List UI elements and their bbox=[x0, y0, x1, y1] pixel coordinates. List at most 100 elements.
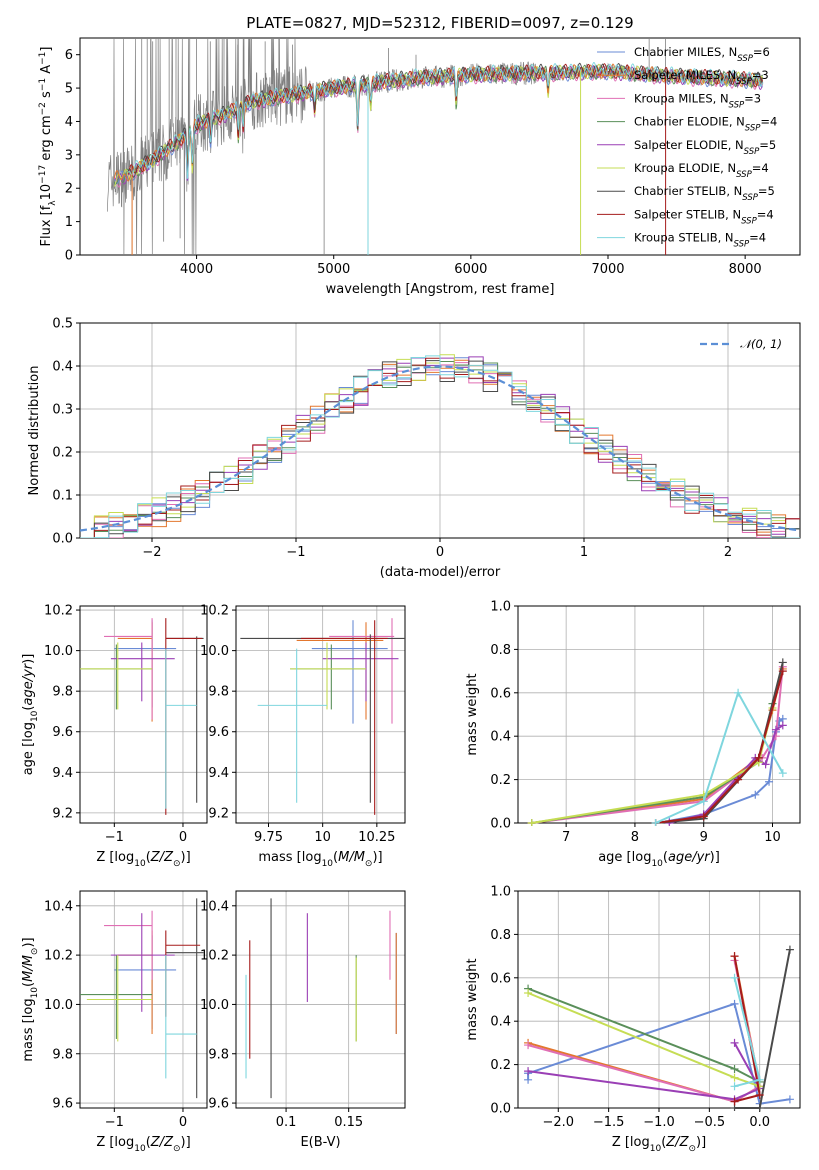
axes-frame bbox=[235, 605, 406, 824]
data-point bbox=[761, 760, 770, 769]
spectrum-legend: Chabrier MILES, NSSP=6 Salpeter MILES, NS… bbox=[597, 45, 777, 250]
y-tick-label: 10.4 bbox=[44, 899, 73, 914]
gaussian-curve bbox=[80, 365, 800, 532]
errorbar-salpeter-miles bbox=[117, 622, 153, 722]
data-point bbox=[524, 988, 533, 997]
y-tick-label: 0.4 bbox=[490, 730, 511, 745]
weight_vs_age-plot-area bbox=[527, 658, 787, 826]
mass_vs_ebv-plot-area bbox=[245, 898, 397, 1099]
legend-entry: Kroupa MILES, NSSP=3 bbox=[634, 91, 761, 110]
legend-entry: Kroupa ELODIE, NSSP=4 bbox=[634, 161, 769, 180]
age_vs_Z-plot-area bbox=[80, 618, 204, 815]
errorbar-kroupa-elodie bbox=[86, 955, 153, 1042]
y-tick-label: 0.8 bbox=[490, 928, 511, 943]
y-tick-label: 9.6 bbox=[52, 1097, 73, 1112]
data-point bbox=[730, 1064, 739, 1073]
y-tick-label: 9.8 bbox=[208, 1047, 229, 1062]
errorbar-kroupa-elodie bbox=[290, 642, 366, 710]
x-tick-label: 10 bbox=[764, 830, 781, 845]
figure-title: PLATE=0827, MJD=52312, FIBERID=0097, z=0… bbox=[246, 14, 633, 32]
errorbar-salpeter-stelib bbox=[301, 620, 388, 815]
data-point bbox=[755, 1075, 764, 1084]
x-tick-label: 0.0 bbox=[749, 1115, 770, 1130]
y-tick-label: 9.6 bbox=[208, 1097, 229, 1112]
x-tick-label: 1 bbox=[580, 545, 588, 560]
legend-gaussian: 𝒩(0, 1) bbox=[740, 337, 782, 351]
x-tick-label: 10 bbox=[314, 830, 331, 845]
x-tick-label: −2 bbox=[142, 545, 161, 560]
spectrum-axes: 4000 5000 6000 7000 8000 0 1 2 3 4 5 6 bbox=[65, 37, 801, 277]
legend-entry: Chabrier MILES, NSSP=6 bbox=[634, 45, 770, 64]
data-point bbox=[651, 819, 660, 826]
data-point bbox=[730, 1073, 739, 1082]
x-tick-label: −1.5 bbox=[593, 1115, 625, 1130]
data-point bbox=[730, 1038, 739, 1047]
x-tick-label: 5000 bbox=[317, 262, 350, 277]
x-tick-label: 0 bbox=[436, 545, 444, 560]
errorbar-kroupa-miles bbox=[104, 910, 153, 980]
errorbar-kroupa-miles bbox=[329, 618, 395, 724]
errorbar-chabrier-stelib bbox=[165, 636, 204, 803]
weight_vs_Z-plot-area bbox=[524, 945, 794, 1111]
y-tick-label: 9.8 bbox=[208, 685, 229, 700]
errorbar-salpeter-elodie bbox=[110, 642, 175, 702]
y-tick-label: 0.4 bbox=[52, 360, 73, 375]
y-tick-label: 0.5 bbox=[52, 317, 73, 332]
legend-entry: Salpeter ELODIE, NSSP=5 bbox=[634, 138, 776, 157]
axes-frame bbox=[517, 605, 801, 824]
y-tick-label: 9.8 bbox=[52, 685, 73, 700]
mass_vs_ebv-xlabel: E(B-V) bbox=[300, 1135, 340, 1150]
data-point bbox=[778, 769, 787, 778]
mass_vs_Z-ylabel: mass [log10(M/M⊙)] bbox=[21, 937, 40, 1061]
y-tick-label: 9.4 bbox=[52, 766, 73, 781]
spectrum-ylabel: Flux [fλ10−17 erg cm−2 s−1 A−1] bbox=[38, 47, 58, 247]
y-tick-label: 0.0 bbox=[490, 817, 511, 832]
x-tick-label: 0.15 bbox=[334, 1115, 363, 1130]
y-tick-label: 9.2 bbox=[208, 806, 229, 821]
y-tick-label: 0.6 bbox=[490, 971, 511, 986]
series-kroupa-miles bbox=[524, 956, 764, 1106]
errorbar-kroupa-elodie bbox=[80, 642, 153, 710]
data-point bbox=[699, 812, 708, 821]
y-tick-label: 3 bbox=[65, 148, 73, 163]
errorbar-chabrier-stelib bbox=[165, 898, 204, 1099]
age_vs_mass-axes: 9.75 10 10.25 9.2 9.4 9.6 9.8 10.0 10.2 bbox=[200, 604, 406, 845]
y-tick-label: 1.0 bbox=[490, 600, 511, 615]
mass_vs_ebv-axes: 0.1 0.15 9.6 9.8 10.0 10.2 10.4 bbox=[200, 890, 406, 1130]
residuals-axes: −2 −1 0 1 2 0.0 0.1 0.2 0.3 0.4 0.5 bbox=[52, 317, 801, 560]
x-tick-label: −1 bbox=[286, 545, 305, 560]
x-tick-label: 0 bbox=[179, 830, 187, 845]
y-tick-label: 4 bbox=[65, 115, 73, 130]
series-kroupa-elodie bbox=[524, 988, 764, 1091]
data-point bbox=[524, 1041, 533, 1050]
data-point bbox=[778, 658, 787, 667]
x-tick-label: 0 bbox=[179, 1115, 187, 1130]
data-point bbox=[751, 790, 760, 799]
age_vs_Z-ylabel: age [log10(age/yr)] bbox=[21, 654, 40, 776]
age_vs_Z-xlabel: Z [log10(Z/Z⊙)] bbox=[96, 850, 190, 869]
x-tick-label: 0.1 bbox=[276, 1115, 297, 1130]
data-point bbox=[730, 952, 739, 961]
errorbar-kroupa-stelib bbox=[165, 648, 197, 809]
errorbar-kroupa-stelib bbox=[165, 955, 197, 1079]
y-tick-label: 0.3 bbox=[52, 403, 73, 418]
y-tick-label: 10.0 bbox=[44, 998, 73, 1013]
series-salpeter-stelib bbox=[730, 952, 764, 1106]
errorbar-chabrier-elodie bbox=[290, 644, 366, 710]
data-point bbox=[734, 775, 743, 784]
data-point bbox=[730, 1082, 739, 1091]
y-tick-label: 10.2 bbox=[44, 949, 73, 964]
y-tick-label: 0.8 bbox=[490, 643, 511, 658]
x-tick-label: 6000 bbox=[454, 262, 487, 277]
residuals-ylabel: Normed distribution bbox=[27, 366, 42, 496]
mass_vs_Z-xlabel: Z [log10(Z/Z⊙)] bbox=[96, 1135, 190, 1154]
x-tick-label: 9.75 bbox=[254, 830, 283, 845]
y-tick-label: 10.0 bbox=[44, 644, 73, 659]
axes-frame bbox=[79, 890, 208, 1109]
data-point bbox=[785, 945, 794, 954]
x-tick-label: 9 bbox=[700, 830, 708, 845]
y-tick-label: 0.2 bbox=[52, 446, 73, 461]
y-tick-label: 2 bbox=[65, 182, 73, 197]
x-tick-label: 7000 bbox=[591, 262, 624, 277]
age_vs_mass-xlabel: mass [log10(M/M⊙)] bbox=[258, 850, 382, 869]
